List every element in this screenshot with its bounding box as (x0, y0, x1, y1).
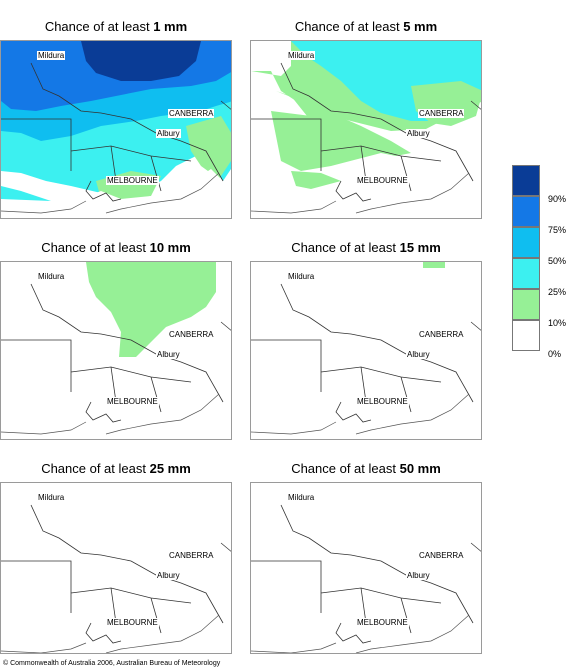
panel-title: Chance of at least 15 mm (291, 240, 441, 255)
map-image (1, 504, 231, 653)
legend-swatch-50 (512, 227, 540, 258)
panel-title: Chance of at least 5 mm (294, 19, 438, 34)
rainfall-map: Mildura CANBERRA Albury MELBOURNE (250, 482, 482, 654)
legend-swatch-75 (512, 196, 540, 227)
rainfall-map: Mildura CANBERRA Albury MELBOURNE (0, 261, 232, 440)
legend-label-75: 75% (548, 225, 567, 235)
label-canberra: CANBERRA (168, 330, 215, 339)
label-albury: Albury (406, 129, 431, 138)
label-canberra: CANBERRA (168, 551, 215, 560)
label-mildura: Mildura (287, 493, 316, 502)
panel-title: Chance of at least 1 mm (44, 19, 188, 34)
label-albury: Albury (406, 571, 431, 580)
rainfall-map: Mildura CANBERRA Albury MELBOURNE (0, 482, 232, 654)
label-mildura: Mildura (37, 272, 66, 281)
rainfall-map: Mildura CANBERRA Albury MELBOURNE (250, 261, 482, 440)
legend-swatch-0 (512, 320, 540, 351)
label-canberra: CANBERRA (418, 551, 465, 560)
label-canberra: CANBERRA (168, 109, 215, 118)
label-canberra: CANBERRA (418, 109, 465, 118)
label-melbourne: MELBOURNE (106, 176, 159, 185)
legend-swatch-25 (512, 258, 540, 289)
label-melbourne: MELBOURNE (106, 618, 159, 627)
legend-label-10: 10% (548, 318, 567, 328)
panel-title: Chance of at least 25 mm (41, 461, 191, 476)
rainfall-map: Mildura CANBERRA Albury MELBOURNE (250, 40, 482, 219)
label-melbourne: MELBOURNE (106, 397, 159, 406)
label-albury: Albury (156, 571, 181, 580)
label-mildura: Mildura (37, 493, 66, 502)
label-albury: Albury (156, 350, 181, 359)
map-image (251, 262, 481, 435)
legend-label-90: 90% (548, 194, 567, 204)
label-melbourne: MELBOURNE (356, 397, 409, 406)
map-image (1, 41, 231, 218)
map-image (251, 41, 481, 214)
label-canberra: CANBERRA (418, 330, 465, 339)
map-image (251, 504, 481, 653)
label-mildura: Mildura (287, 51, 316, 60)
label-albury: Albury (156, 129, 181, 138)
map-image (1, 262, 231, 435)
label-mildura: Mildura (37, 51, 66, 60)
legend-label-25: 25% (548, 287, 567, 297)
label-albury: Albury (406, 350, 431, 359)
label-mildura: Mildura (287, 272, 316, 281)
legend-label-50: 50% (548, 256, 567, 266)
panel-title: Chance of at least 50 mm (291, 461, 441, 476)
label-melbourne: MELBOURNE (356, 176, 409, 185)
copyright-footer: © Commonwealth of Australia 2006, Austra… (3, 660, 221, 667)
legend-swatch-10 (512, 289, 540, 320)
panel-title: Chance of at least 10 mm (41, 240, 191, 255)
label-melbourne: MELBOURNE (356, 618, 409, 627)
legend-swatch-90 (512, 165, 540, 196)
legend-label-0: 0% (548, 349, 562, 359)
rainfall-map: Mildura CANBERRA Albury MELBOURNE (0, 40, 232, 219)
